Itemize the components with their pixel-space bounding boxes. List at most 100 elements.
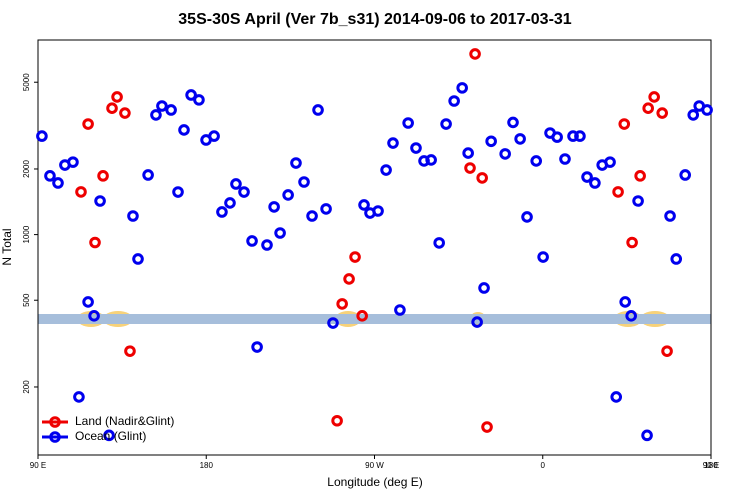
- point: [238, 186, 250, 198]
- point: [372, 205, 384, 217]
- point: [94, 195, 106, 207]
- point: [178, 124, 190, 136]
- point: [172, 186, 184, 198]
- y-tick-label: 500: [22, 293, 31, 307]
- point: [625, 310, 637, 322]
- point: [661, 345, 673, 357]
- point: [471, 316, 483, 328]
- point: [142, 169, 154, 181]
- point: [380, 164, 392, 176]
- legend-marker: [49, 431, 61, 443]
- point: [469, 48, 481, 60]
- point: [559, 153, 571, 165]
- point: [581, 171, 593, 183]
- point: [485, 135, 497, 148]
- point: [261, 239, 273, 251]
- point: [193, 94, 205, 106]
- point: [73, 391, 85, 403]
- point: [298, 176, 310, 188]
- point: [290, 157, 302, 169]
- point: [507, 116, 519, 129]
- x-tick-label: 90 E: [30, 461, 46, 470]
- point: [574, 130, 586, 142]
- point: [464, 162, 476, 174]
- point: [132, 253, 144, 265]
- point: [604, 156, 616, 168]
- point: [456, 82, 468, 94]
- point: [82, 296, 94, 308]
- point: [425, 154, 437, 166]
- point: [224, 197, 236, 209]
- point: [648, 91, 660, 103]
- point: [634, 170, 646, 182]
- y-tick-label: 5000: [22, 73, 31, 91]
- y-tick-label: 2000: [22, 160, 31, 178]
- point: [282, 189, 294, 201]
- point: [679, 169, 692, 181]
- chart-title: 35S-30S April (Ver 7b_s31) 2014-09-06 to…: [178, 11, 572, 28]
- x-tick-label: 90 E: [703, 461, 719, 470]
- point: [88, 310, 100, 322]
- y-axis-label: N Total: [0, 228, 14, 265]
- x-tick-label: 180: [200, 461, 214, 470]
- point: [216, 206, 228, 218]
- point: [246, 235, 258, 247]
- point: [394, 304, 406, 316]
- point: [67, 156, 79, 168]
- x-tick-label: 180: [704, 461, 718, 470]
- legend-marker: [49, 416, 61, 428]
- point: [521, 211, 533, 223]
- point: [36, 130, 48, 142]
- point: [331, 414, 343, 427]
- point: [358, 199, 370, 211]
- point: [111, 91, 123, 103]
- point: [664, 210, 676, 222]
- point: [268, 201, 280, 213]
- point: [567, 130, 579, 142]
- point: [410, 142, 422, 154]
- point: [687, 109, 700, 121]
- point: [701, 104, 713, 116]
- band: [38, 311, 711, 327]
- point: [52, 177, 64, 189]
- point: [89, 236, 101, 249]
- point: [312, 104, 324, 116]
- point: [156, 100, 168, 112]
- point: [514, 133, 526, 145]
- point: [499, 148, 511, 160]
- point: [208, 130, 220, 142]
- legend-label: Land (Nadir&Glint): [75, 414, 174, 428]
- x-tick-label: 0: [541, 461, 546, 470]
- plot-frame: [37, 39, 712, 456]
- point: [106, 102, 118, 115]
- point: [185, 89, 197, 101]
- point: [478, 282, 490, 294]
- point: [343, 273, 355, 285]
- point: [626, 236, 638, 249]
- y-tick-label: 200: [22, 380, 31, 394]
- point: [119, 107, 131, 119]
- latitude-band: [38, 314, 711, 324]
- point: [642, 102, 654, 115]
- point: [320, 203, 332, 215]
- point: [306, 210, 318, 222]
- point: [530, 155, 543, 167]
- x-tick-label: 90 W: [365, 461, 384, 470]
- point: [274, 227, 286, 239]
- x-axis-label: Longitude (deg E): [327, 475, 422, 489]
- point: [612, 186, 624, 198]
- point: [448, 95, 460, 107]
- y-tick-label: 1000: [22, 225, 31, 243]
- point: [349, 251, 361, 263]
- point: [610, 391, 623, 403]
- point: [150, 109, 162, 121]
- point: [440, 118, 452, 130]
- point: [618, 118, 631, 130]
- point: [230, 178, 242, 190]
- point: [336, 298, 348, 310]
- point: [632, 195, 644, 207]
- point: [433, 237, 445, 249]
- point: [619, 296, 631, 308]
- point: [82, 118, 94, 130]
